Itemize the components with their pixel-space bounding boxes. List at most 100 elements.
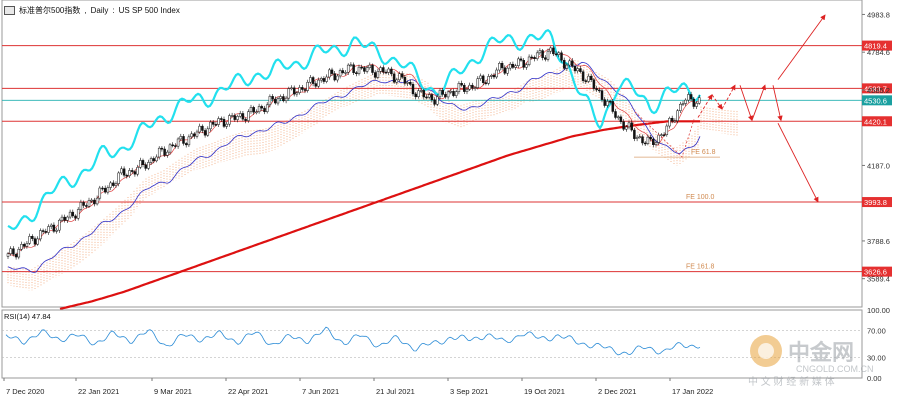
- candle-body: [479, 75, 482, 79]
- candle-body: [133, 171, 137, 175]
- candle-body: [441, 89, 444, 95]
- candle-body: [182, 136, 185, 144]
- candle-body: [552, 47, 555, 55]
- candle-body: [112, 182, 115, 186]
- candle-body: [292, 87, 296, 95]
- level-tag-bg: [862, 95, 892, 106]
- candle-body: [287, 88, 291, 99]
- candle-body: [174, 145, 177, 147]
- candle-body: [436, 96, 439, 105]
- level-tag-bg: [862, 266, 892, 277]
- candle-body: [382, 67, 385, 73]
- candle-body: [58, 219, 61, 231]
- candle-body: [52, 224, 56, 232]
- candle-body: [427, 94, 431, 98]
- candle-body: [319, 78, 323, 81]
- candle-body: [263, 107, 266, 113]
- candle-body: [541, 50, 544, 58]
- candle-body: [344, 72, 347, 74]
- candle-body: [325, 76, 328, 82]
- candle-body: [330, 69, 334, 74]
- candle-body: [417, 90, 420, 98]
- candle-body: [12, 248, 15, 255]
- y-tick-label: 4784.6: [867, 48, 890, 57]
- candle-body: [76, 209, 80, 219]
- candle-body: [79, 202, 83, 210]
- candle-body: [166, 151, 169, 156]
- rsi-tick-label: 100.00: [867, 306, 890, 315]
- candle-body: [695, 102, 698, 107]
- candle-body: [689, 94, 693, 100]
- projection-arrow: [751, 84, 766, 121]
- x-tick-label: 22 Jan 2021: [78, 387, 119, 396]
- rsi-tick-label: 30.00: [867, 354, 886, 363]
- candle-body: [371, 64, 374, 73]
- candle-body: [71, 211, 75, 217]
- candle-body: [673, 120, 677, 123]
- candle-body: [506, 67, 509, 74]
- candle-body: [276, 98, 280, 104]
- candle-body: [66, 216, 69, 221]
- candle-body: [290, 87, 293, 90]
- candle-body: [201, 125, 204, 131]
- level-tag-bg: [862, 116, 892, 127]
- candle-body: [125, 174, 129, 177]
- candle-body: [403, 76, 407, 84]
- candle-body: [233, 115, 237, 120]
- candle-body: [338, 70, 342, 77]
- candle-body: [206, 128, 210, 136]
- candle-body: [93, 199, 96, 205]
- candle-body: [306, 81, 309, 91]
- candle-body: [568, 60, 571, 66]
- candle-body: [422, 90, 426, 98]
- candle-body: [676, 110, 679, 122]
- candle-body: [190, 133, 193, 138]
- bb-upper-line: [7, 28, 701, 231]
- candle-body: [336, 75, 339, 81]
- candle-body: [195, 131, 199, 137]
- candle-body: [652, 138, 655, 145]
- candle-body: [47, 226, 50, 233]
- candle-body: [149, 158, 153, 163]
- y-tick-label: 4187.0: [867, 161, 890, 170]
- watermark-brand: 中金网: [788, 340, 854, 365]
- symbol-cn: 标准普尔500指数: [19, 6, 81, 15]
- candle-body: [36, 238, 39, 245]
- candle-body: [163, 148, 166, 156]
- candle-body: [668, 117, 671, 127]
- projection-arrow: [721, 84, 736, 110]
- candle-body: [398, 73, 401, 81]
- candle-body: [498, 62, 501, 71]
- y-tick-label: 3788.6: [867, 237, 890, 246]
- candle-body: [538, 50, 542, 54]
- candle-body: [581, 71, 585, 81]
- candle-body: [268, 96, 272, 106]
- projection-arrow: [777, 122, 819, 203]
- candle-body: [503, 67, 507, 74]
- candle-body: [633, 129, 636, 139]
- candle-body: [155, 156, 158, 162]
- candle-body: [535, 52, 539, 59]
- x-tick-label: 2 Dec 2021: [598, 387, 636, 396]
- candle-body: [527, 56, 531, 65]
- rsi-label: RSI(14) 47.84: [4, 312, 51, 321]
- candle-body: [614, 111, 617, 118]
- candle-body: [20, 244, 23, 250]
- candle-body: [460, 83, 463, 86]
- ma-slow-line: [7, 61, 701, 273]
- candle-body: [55, 229, 58, 232]
- candle-body: [587, 75, 590, 82]
- candle-body: [295, 92, 299, 95]
- candle-body: [230, 115, 234, 117]
- candle-body: [630, 122, 633, 131]
- candle-body: [203, 130, 207, 136]
- candle-body: [411, 84, 415, 95]
- candle-body: [109, 182, 112, 188]
- candle-body: [687, 94, 690, 101]
- candle-body: [349, 64, 353, 67]
- candle-body: [103, 187, 107, 193]
- ma-long-line: [59, 120, 700, 310]
- candle-body: [595, 88, 598, 91]
- candle-body: [390, 68, 393, 75]
